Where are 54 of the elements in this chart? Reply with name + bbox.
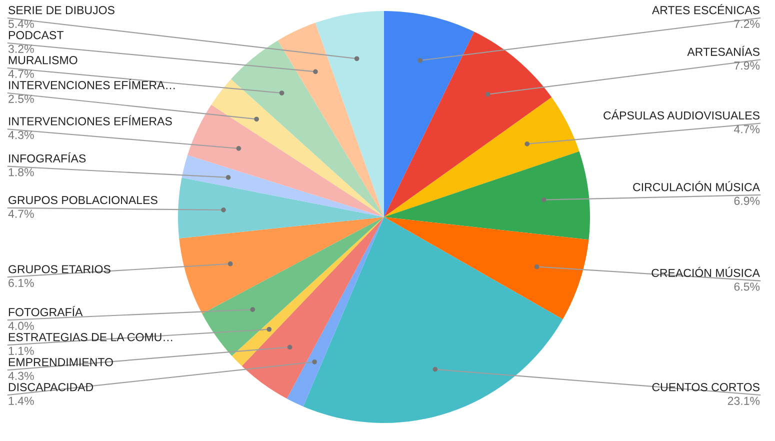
- slice-label: CIRCULACIÓN MÚSICA: [633, 181, 760, 192]
- pie-slice: [278, 22, 384, 217]
- slice-label: CÁPSULAS AUDIOVISUALES: [604, 109, 760, 120]
- slice-label: PODCAST: [8, 31, 64, 40]
- pie-slice: [384, 97, 580, 217]
- data-label: 4.3%: [8, 372, 34, 380]
- slice-label: GRUPOS POBLACIONALES: [8, 196, 158, 204]
- pie-slice: [315, 11, 384, 217]
- pie-slice: [211, 79, 384, 217]
- data-label: 3.2%: [8, 44, 34, 53]
- data-label: 23.1%: [728, 396, 760, 405]
- pie-slice: [188, 104, 384, 217]
- data-label: 6.1%: [8, 278, 34, 288]
- pie-slice: [384, 32, 552, 217]
- pie-slice: [178, 178, 384, 238]
- data-label: 4.7%: [8, 70, 34, 78]
- slice-label: SERIE DE DIBUJOS: [8, 6, 114, 14]
- slice-label: CUENTOS CORTOS: [652, 383, 760, 392]
- data-label: 1.8%: [8, 168, 34, 176]
- pie-slice: [384, 217, 589, 320]
- slice-label: DISCAPACIDAD: [8, 383, 94, 392]
- data-label: 7.9%: [734, 62, 760, 70]
- pie-slice: [384, 151, 590, 240]
- pie-slice: [242, 217, 384, 399]
- slice-label: EMPRENDIMIENTO: [8, 358, 113, 366]
- pie-slice: [230, 40, 384, 217]
- data-label: 1.1%: [8, 346, 34, 355]
- data-label: 6.5%: [734, 282, 760, 291]
- pie-slice: [303, 217, 563, 423]
- data-label: 6.9%: [734, 196, 760, 205]
- data-label: 1.4%: [8, 396, 34, 405]
- slice-label: INTERVENCIONES EFÍMERAS: [9, 115, 172, 126]
- pie-slice: [286, 217, 384, 407]
- data-label: 2.5%: [8, 94, 34, 103]
- data-label: 4.7%: [8, 210, 34, 218]
- slice-label: INTERVENCIONES EFÍMERA…: [9, 79, 175, 90]
- slice-label: INFOGRAFÍAS: [9, 152, 86, 163]
- slice-label: ESTRATEGIAS DE LA COMU…: [8, 333, 172, 342]
- data-label: 4.7%: [734, 125, 760, 134]
- pie-slice: [182, 155, 384, 217]
- slice-label: CREACIÓN MÚSICA: [652, 266, 760, 277]
- slice-label: ARTESANÍAS: [687, 46, 760, 56]
- data-label: 7.2%: [734, 20, 760, 28]
- pie-slice: [202, 217, 384, 356]
- slice-label: GRUPOS ETARIOS: [8, 265, 110, 274]
- pie-slice: [384, 11, 474, 217]
- data-label: 4.0%: [8, 322, 34, 330]
- slice-label: ARTES ESCÉNICAS: [652, 4, 760, 14]
- pie-slice: [179, 217, 384, 314]
- data-label: 5.4%: [8, 20, 34, 28]
- pie-slice: [232, 217, 384, 366]
- slice-label: MURALISMO: [8, 56, 78, 64]
- data-label: 4.3%: [8, 130, 34, 140]
- slice-label: FOTOGRAFÍA: [8, 306, 83, 316]
